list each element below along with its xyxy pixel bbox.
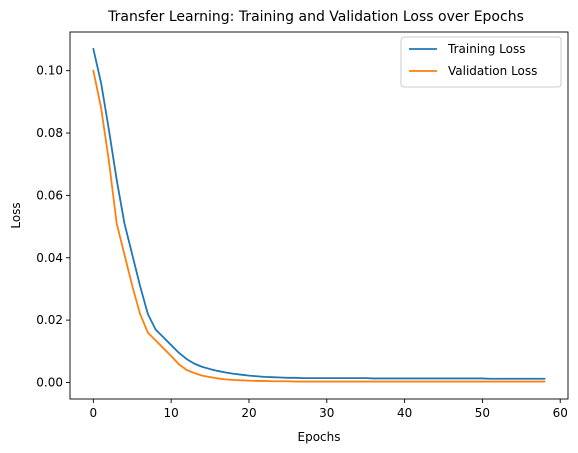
x-tick-label: 40 <box>397 406 412 420</box>
x-tick-label: 20 <box>241 406 256 420</box>
y-axis-ticks: 0.00 0.02 0.04 0.06 0.08 0.10 <box>36 64 70 389</box>
plot-area-frame <box>69 31 569 400</box>
x-axis-ticks: 0 10 20 30 40 50 60 <box>90 399 568 420</box>
x-tick-label: 10 <box>164 406 179 420</box>
legend-box <box>400 36 562 88</box>
x-tick-label: 50 <box>475 406 490 420</box>
x-tick-label: 0 <box>90 406 98 420</box>
y-tick-label: 0.06 <box>36 188 63 202</box>
y-tick-label: 0.08 <box>36 126 63 140</box>
y-axis-label: Loss <box>9 202 23 228</box>
y-tick-label: 0.02 <box>36 313 63 327</box>
legend-label-training: Training Loss <box>447 42 525 56</box>
y-tick-label: 0.10 <box>36 64 63 78</box>
series-line-training-loss <box>92 47 546 380</box>
y-tick-label: 0.00 <box>36 375 63 389</box>
series-layer <box>92 47 546 383</box>
x-tick-label: 30 <box>319 406 334 420</box>
y-tick-label: 0.04 <box>36 251 63 265</box>
chart-title: Transfer Learning: Training and Validati… <box>107 9 524 25</box>
legend-label-validation: Validation Loss <box>448 64 537 78</box>
series-line-validation-loss <box>92 69 546 383</box>
x-axis-label: Epochs <box>298 430 341 444</box>
legend: Training Loss Validation Loss <box>400 36 562 88</box>
x-tick-label: 60 <box>553 406 568 420</box>
